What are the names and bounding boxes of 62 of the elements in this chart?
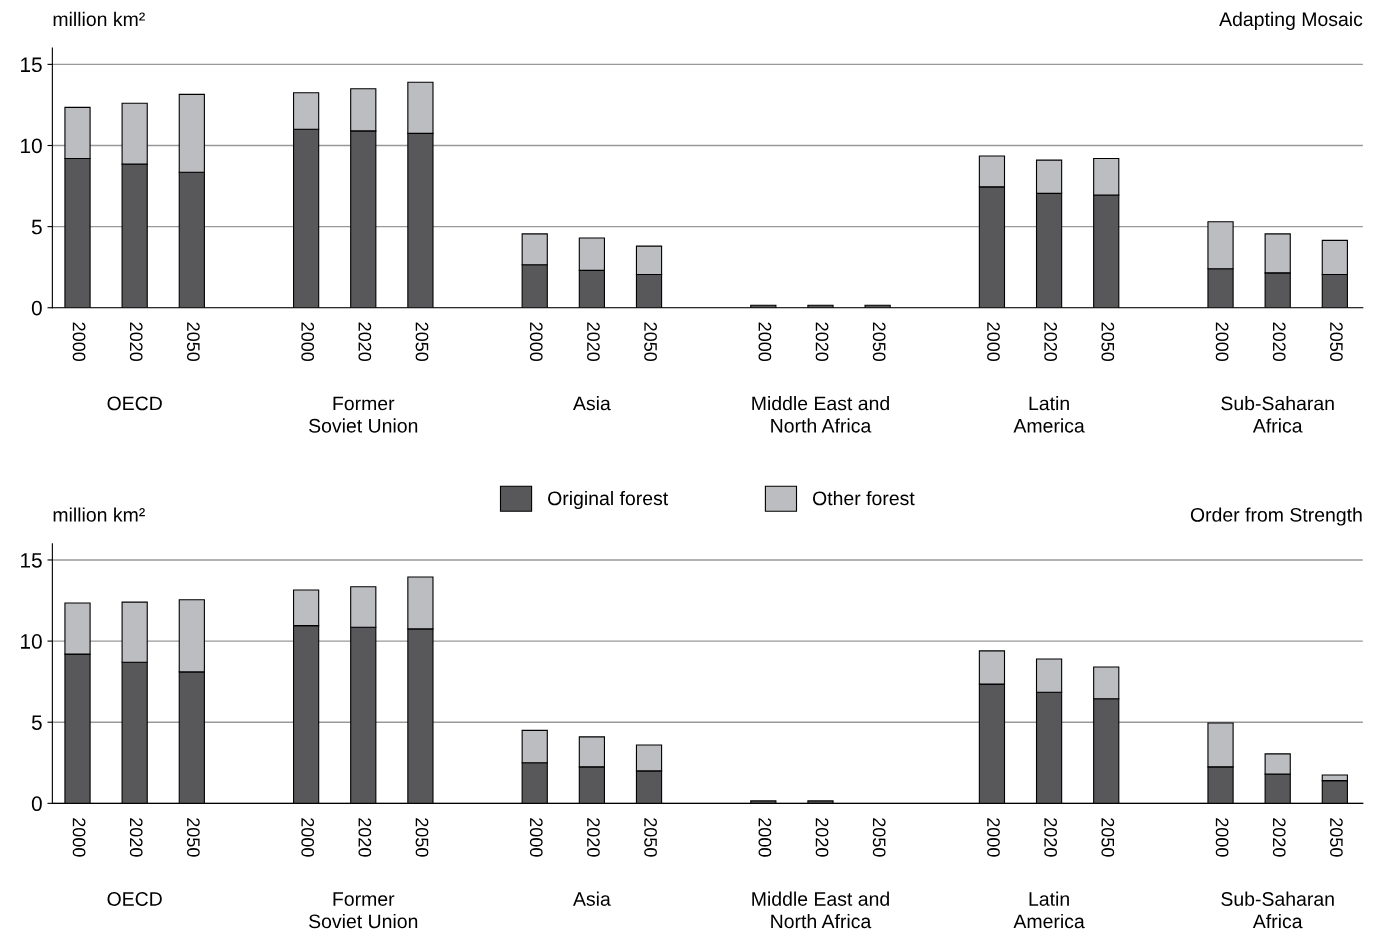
x-tick-label: 2000	[987, 818, 1000, 857]
y-tick-label: 5	[31, 219, 42, 235]
x-tick-label: 2000	[1215, 818, 1229, 857]
x-tick-label: 2000	[301, 818, 315, 857]
text: Latin America	[1013, 891, 1085, 929]
y-axis-title: million km²	[53, 11, 145, 27]
y-tick-label: 15	[21, 553, 42, 568]
x-tick-label: 2020	[1044, 818, 1058, 857]
x-tick-label: 2000	[529, 818, 543, 857]
text: OECD	[107, 892, 162, 906]
x-tick-label: 2050	[872, 818, 886, 857]
text: Former Soviet Union	[309, 396, 418, 433]
x-tick-label: 2000	[758, 818, 772, 857]
x-tick-label: 2050	[1101, 322, 1115, 362]
text: Sub-Saharan Africa	[1221, 891, 1334, 929]
x-tick-label: 2020	[129, 322, 143, 362]
text: Asia	[573, 891, 611, 906]
y-tick-label: 5	[31, 715, 42, 730]
x-tick-label: 2050	[872, 322, 886, 362]
y-tick-label: 0	[31, 300, 42, 316]
y-tick-label: 0	[31, 796, 42, 812]
x-tick-label: 2050	[644, 818, 657, 857]
x-tick-label: 2020	[1272, 818, 1286, 857]
x-tick-label: 2050	[186, 322, 200, 362]
y-tick-label: 15	[21, 57, 42, 73]
x-tick-label: 2050	[1329, 322, 1343, 362]
x-tick-label: 2020	[587, 818, 600, 857]
text: Middle East and North Africa	[752, 396, 889, 433]
chart-title: Adapting Mosaic	[1219, 11, 1363, 30]
x-tick-label: 2050	[186, 818, 200, 857]
x-tick-label: 2050	[644, 322, 657, 362]
x-tick-label: 2000	[987, 322, 1000, 362]
chart-title: Order from Strength	[1190, 507, 1362, 526]
x-tick-label: 2000	[72, 322, 86, 362]
x-tick-label: 2020	[1044, 322, 1058, 362]
x-tick-label: 2000	[1215, 322, 1229, 362]
x-tick-label: 2020	[587, 322, 600, 362]
x-tick-label: 2050	[1329, 818, 1343, 857]
text: OECD	[107, 396, 162, 411]
x-tick-label: 2020	[815, 818, 829, 857]
x-tick-label: 2050	[415, 322, 429, 362]
y-tick-label: 10	[21, 634, 42, 649]
legend-label: Other forest	[812, 490, 915, 506]
x-tick-label: 2000	[72, 818, 86, 857]
text: Asia	[573, 396, 611, 411]
legend-label: Original forest	[548, 490, 669, 510]
y-axis-title: million km²	[53, 507, 145, 522]
x-tick-label: 2000	[758, 322, 772, 362]
x-tick-label: 2050	[415, 818, 429, 857]
x-tick-label: 2020	[815, 322, 829, 362]
x-tick-label: 2000	[301, 322, 315, 362]
text: Former Soviet Union	[309, 892, 418, 929]
x-tick-label: 2050	[1101, 818, 1115, 857]
text: Middle East and North Africa	[752, 891, 889, 929]
x-tick-label: 2020	[358, 818, 372, 857]
x-tick-label: 2020	[358, 322, 372, 362]
x-tick-label: 2020	[129, 818, 143, 857]
x-tick-label: 2020	[1272, 322, 1286, 362]
text: Latin America	[1013, 396, 1085, 433]
y-tick-label: 10	[21, 138, 42, 154]
x-tick-label: 2000	[529, 322, 543, 362]
text: Sub-Saharan Africa	[1221, 396, 1334, 433]
